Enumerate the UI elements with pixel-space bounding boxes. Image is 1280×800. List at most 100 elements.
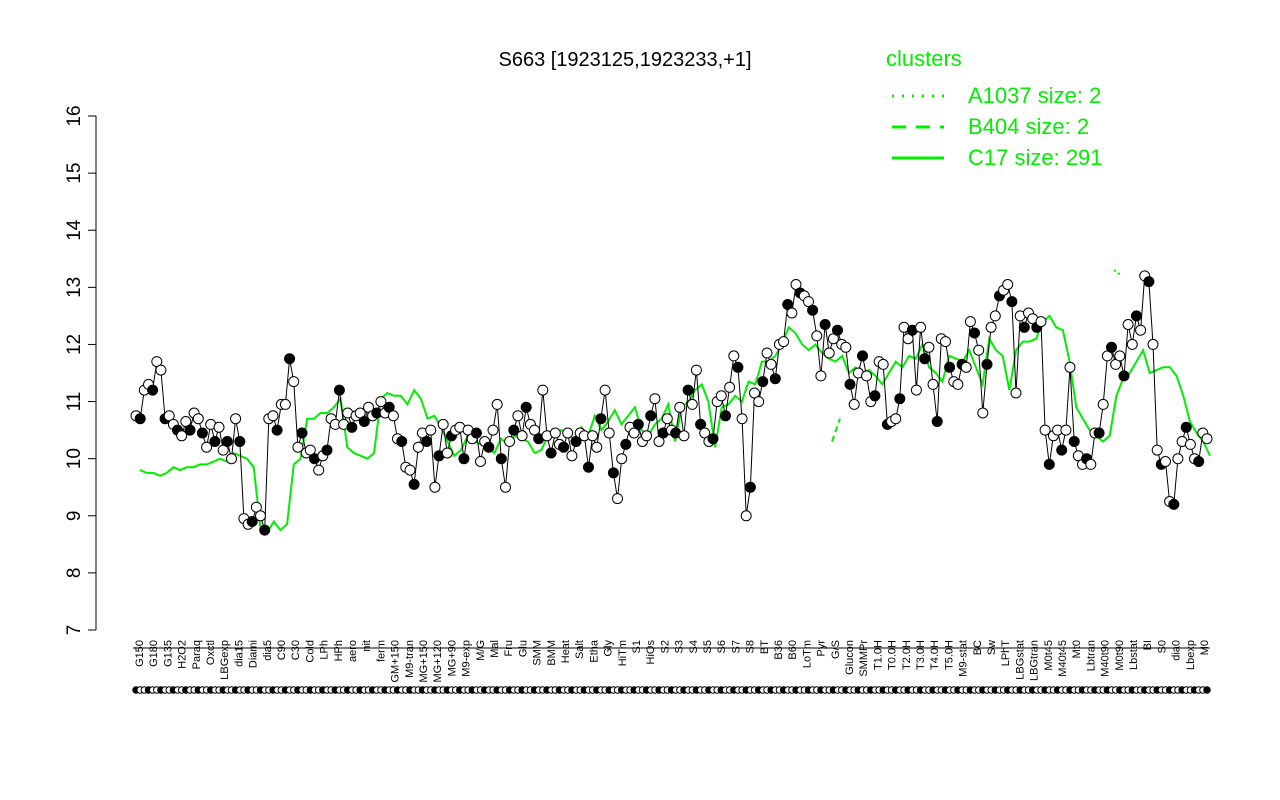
data-point	[184, 424, 196, 436]
data-line	[135, 274, 1208, 531]
data-point	[952, 378, 964, 390]
data-point	[230, 413, 242, 425]
data-point	[603, 427, 615, 439]
data-point	[284, 353, 296, 365]
data-point	[508, 424, 520, 436]
data-point	[429, 481, 441, 493]
data-point	[686, 398, 698, 410]
data-point	[441, 447, 453, 459]
data-point	[641, 430, 653, 442]
data-point	[973, 344, 985, 356]
x-tick-label: nit	[361, 640, 373, 652]
legend-entry-a1037: A1037 size: 2	[968, 83, 1101, 108]
data-point	[807, 304, 819, 316]
x-tick-label: SMM	[532, 640, 544, 666]
y-tick-label: 11	[64, 392, 85, 412]
data-point	[333, 384, 345, 396]
x-tick-label: MG+150	[418, 640, 430, 683]
x-tick-label: dia15	[233, 640, 245, 667]
x-tick-label: LPh	[319, 640, 331, 660]
x-tick-label: Mal	[489, 640, 501, 658]
data-point	[749, 387, 760, 399]
data-point	[1093, 427, 1105, 439]
y-tick-label: 13	[64, 277, 85, 298]
data-point	[931, 416, 943, 427]
data-point	[234, 436, 246, 447]
data-points	[130, 270, 1213, 536]
x-tick-label: S8	[745, 640, 757, 653]
data-point	[246, 516, 258, 527]
data-point	[537, 384, 549, 396]
data-point	[155, 364, 167, 376]
data-point	[292, 441, 304, 453]
a1037-line	[1113, 269, 1123, 277]
data-point	[832, 324, 843, 336]
data-point	[757, 376, 769, 388]
x-tick-label: G135	[162, 640, 174, 667]
data-point	[761, 347, 773, 359]
data-point	[1130, 310, 1142, 322]
data-point	[267, 410, 279, 422]
data-point	[549, 427, 561, 439]
x-tick-label: T1.0H	[872, 640, 884, 670]
data-point	[707, 433, 719, 445]
data-point	[288, 376, 300, 388]
data-point	[620, 438, 632, 450]
x-tick-label: S1	[631, 640, 643, 653]
y-tick-label: 8	[64, 568, 85, 579]
x-tick-label: LBGexp	[219, 640, 231, 680]
data-point	[1151, 444, 1163, 456]
data-point	[1160, 456, 1171, 467]
x-tick-label: S4	[688, 640, 700, 653]
data-point	[346, 421, 358, 433]
data-point	[786, 307, 798, 319]
data-point	[919, 353, 931, 365]
y-tick-label: 7	[64, 625, 85, 636]
data-point	[583, 461, 594, 473]
data-point	[176, 430, 188, 442]
data-point	[715, 390, 727, 402]
data-point	[840, 341, 852, 353]
data-point	[769, 373, 781, 385]
data-point	[765, 358, 777, 370]
data-point	[458, 453, 470, 465]
data-point	[1060, 424, 1072, 436]
rug-mark	[1203, 686, 1211, 694]
data-point	[819, 319, 831, 330]
x-tick-label: Sw	[986, 640, 998, 655]
data-point	[1018, 321, 1030, 333]
data-point	[180, 416, 192, 427]
data-point	[632, 418, 644, 430]
data-point	[425, 424, 437, 436]
data-point	[1168, 498, 1180, 510]
data-point	[437, 418, 449, 430]
data-point	[811, 330, 823, 342]
data-point	[1085, 458, 1097, 470]
data-point	[408, 478, 420, 490]
data-point	[226, 453, 237, 465]
x-tick-label: G150	[134, 640, 146, 667]
x-tick-label: Fru	[503, 640, 515, 657]
x-tick-label: HPh	[333, 640, 345, 661]
data-point	[1135, 324, 1147, 336]
data-point	[201, 441, 213, 453]
data-point	[778, 336, 790, 348]
data-point	[960, 361, 972, 373]
x-tick-label: Salt	[574, 640, 586, 659]
data-point	[1106, 341, 1117, 353]
x-tick-label: S5	[702, 640, 714, 653]
data-point	[163, 410, 175, 422]
data-point	[491, 398, 503, 410]
x-tick-label: HiOs	[645, 640, 657, 665]
data-point	[690, 364, 702, 376]
x-tick-label: H2O2	[177, 640, 189, 669]
data-point	[674, 401, 686, 413]
data-point	[1064, 361, 1076, 373]
data-point	[612, 493, 623, 505]
data-point	[969, 327, 980, 339]
data-point	[1114, 350, 1126, 362]
x-tick-label: B36	[773, 640, 785, 660]
y-tick-label: 14	[64, 219, 85, 241]
b404-line	[831, 418, 841, 442]
x-tick-label: M/G	[475, 640, 487, 661]
